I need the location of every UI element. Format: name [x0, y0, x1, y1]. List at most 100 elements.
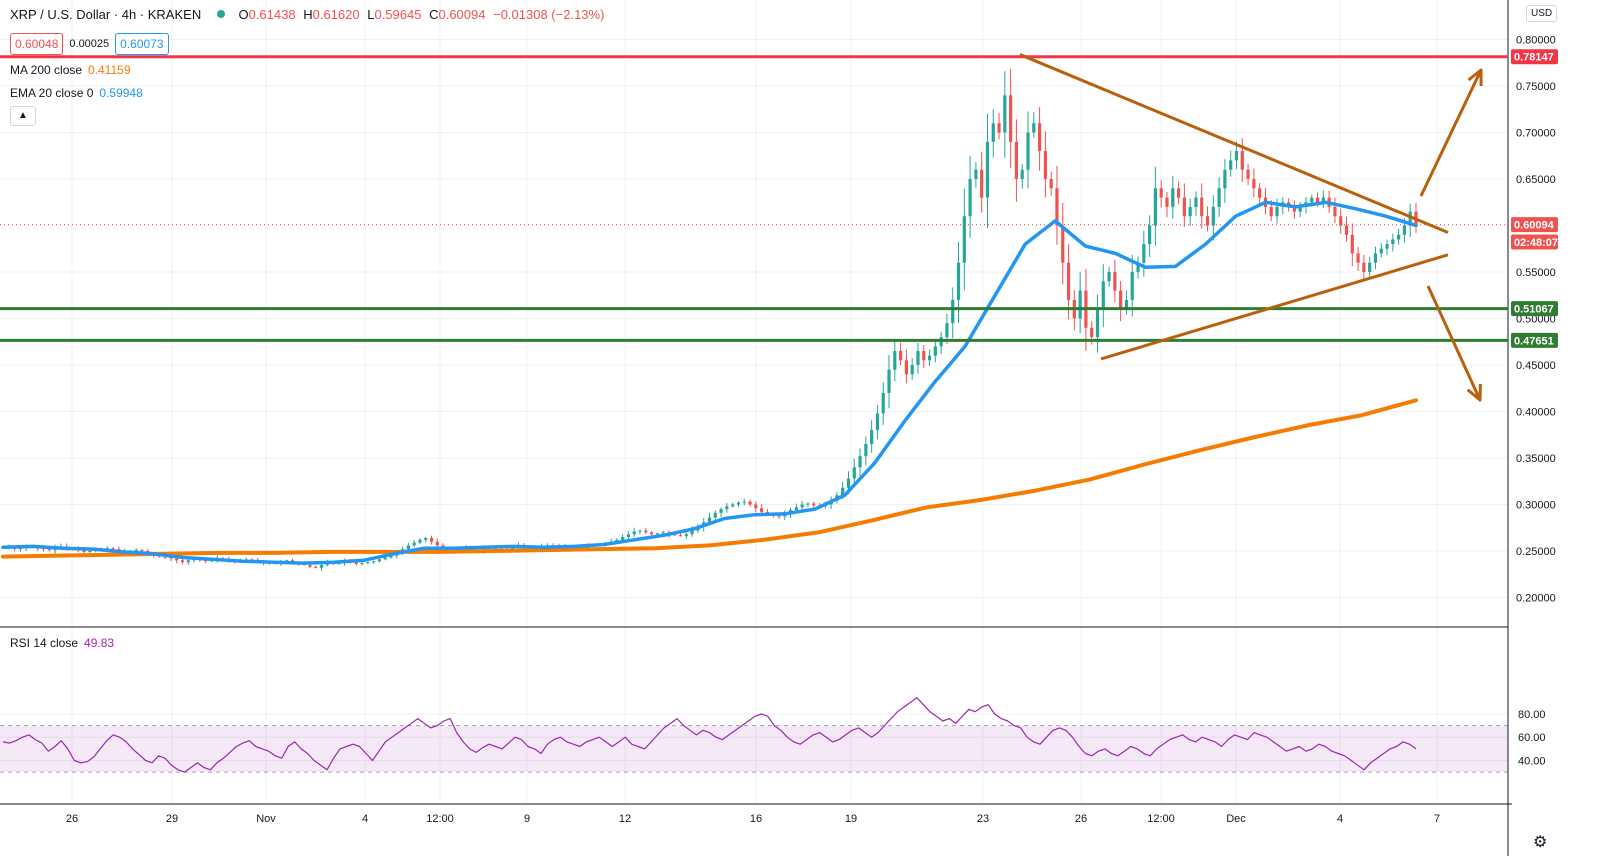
price-badge-support: [1511, 301, 1558, 317]
candle: [1078, 290, 1082, 319]
candle: [163, 556, 167, 558]
candle: [1124, 299, 1129, 310]
candle: [661, 532, 665, 534]
candle: [366, 562, 370, 564]
candle: [719, 509, 723, 513]
candle: [974, 169, 978, 179]
currency-button[interactable]: USD: [1526, 5, 1558, 22]
price-badge-label: 02:48:07: [1514, 237, 1558, 249]
candle: [1356, 253, 1360, 263]
candle: [684, 534, 688, 537]
upper-trendline: [1019, 53, 1449, 234]
time-tick-label: 7: [1434, 813, 1440, 825]
candle: [690, 530, 694, 535]
candle: [1223, 169, 1227, 189]
candle: [800, 504, 804, 508]
ema-legend-label: EMA 20 close 0: [10, 86, 94, 100]
candle: [1408, 211, 1412, 226]
chevron-up-icon: ▲: [18, 110, 28, 121]
time-tick-label: 26: [66, 813, 78, 825]
candle: [82, 550, 86, 552]
breakout-up-arrow: [1419, 69, 1483, 197]
time-tick-label: 4: [362, 813, 368, 825]
candle: [435, 541, 439, 546]
ema-legend[interactable]: EMA 20 close 0 0.59948: [10, 86, 143, 100]
candle: [893, 351, 897, 370]
candle: [1113, 272, 1117, 291]
rsi-legend[interactable]: RSI 14 close 49.83: [10, 636, 114, 650]
candle: [319, 564, 324, 568]
candle: [864, 444, 868, 457]
candle: [649, 532, 654, 535]
candle: [1333, 206, 1337, 217]
gear-icon[interactable]: ⚙: [1533, 834, 1548, 851]
candle: [1095, 309, 1100, 338]
candle: [1101, 281, 1105, 310]
price-badge-label: 0.47651: [1514, 335, 1554, 347]
candle: [1310, 197, 1314, 203]
buy-button[interactable]: 0.60073: [115, 33, 169, 55]
candle: [1385, 244, 1389, 249]
candle: [951, 299, 955, 324]
candle: [1252, 179, 1256, 189]
candle: [910, 365, 914, 375]
candle: [655, 533, 659, 535]
candle: [777, 515, 781, 517]
candle: [904, 360, 908, 375]
price-tick-label: 0.30000: [1516, 500, 1556, 512]
candle: [1292, 206, 1296, 212]
rsi-tick-label: 40.00: [1518, 756, 1546, 768]
candle: [1066, 262, 1071, 300]
candle: [1049, 179, 1053, 189]
price-tick-label: 0.20000: [1516, 593, 1556, 605]
low-label: L: [367, 7, 375, 22]
price-badge-resistance: [1511, 49, 1558, 65]
candle: [956, 262, 961, 300]
candle: [360, 563, 364, 565]
candle: [111, 548, 115, 550]
candle: [1165, 197, 1169, 207]
candle: [985, 141, 990, 198]
candle: [1194, 197, 1198, 207]
candle: [1298, 206, 1302, 212]
candle: [1397, 234, 1401, 240]
candle: [511, 547, 515, 550]
price-badge-label: 0.51067: [1514, 304, 1554, 316]
price-badge-support: [1511, 332, 1558, 348]
candle: [308, 564, 312, 567]
rsi-tick-label: 80.00: [1518, 709, 1546, 721]
candle: [1315, 197, 1320, 203]
sell-button[interactable]: 0.60048: [10, 33, 64, 55]
price-badge-countdown: [1511, 234, 1558, 250]
candle: [1391, 239, 1395, 245]
price-badge-label: 0.78147: [1514, 52, 1554, 64]
candle: [1014, 141, 1019, 179]
price-badge-label: 0.60094: [1514, 220, 1555, 232]
candle: [875, 413, 880, 431]
candle: [754, 504, 758, 509]
candle: [812, 503, 816, 506]
symbol-title[interactable]: XRP / U.S. Dollar · 4h · KRAKEN: [10, 7, 202, 22]
price-tick-label: 0.80000: [1516, 35, 1556, 47]
candle: [377, 559, 382, 562]
ma-legend[interactable]: MA 200 close 0.41159: [10, 63, 131, 77]
candle: [1159, 188, 1163, 198]
breakout-down-arrow-head: [1466, 383, 1482, 402]
candle: [945, 323, 949, 338]
candle: [1350, 234, 1354, 254]
candle: [140, 550, 144, 552]
candle: [736, 502, 741, 505]
candle: [673, 534, 677, 536]
high-label: H: [303, 7, 313, 22]
price-tick-label: 0.35000: [1516, 453, 1556, 465]
candle: [1339, 216, 1343, 226]
candle: [1032, 123, 1036, 133]
collapse-legend-button[interactable]: ▲: [10, 106, 36, 126]
ma-legend-value: 0.41159: [88, 63, 131, 77]
lower-trendline: [1100, 253, 1449, 361]
rsi-legend-label: RSI 14 close: [10, 636, 79, 650]
price-badge-last: [1511, 217, 1558, 233]
candle: [429, 537, 434, 542]
market-status-icon: [216, 10, 225, 18]
